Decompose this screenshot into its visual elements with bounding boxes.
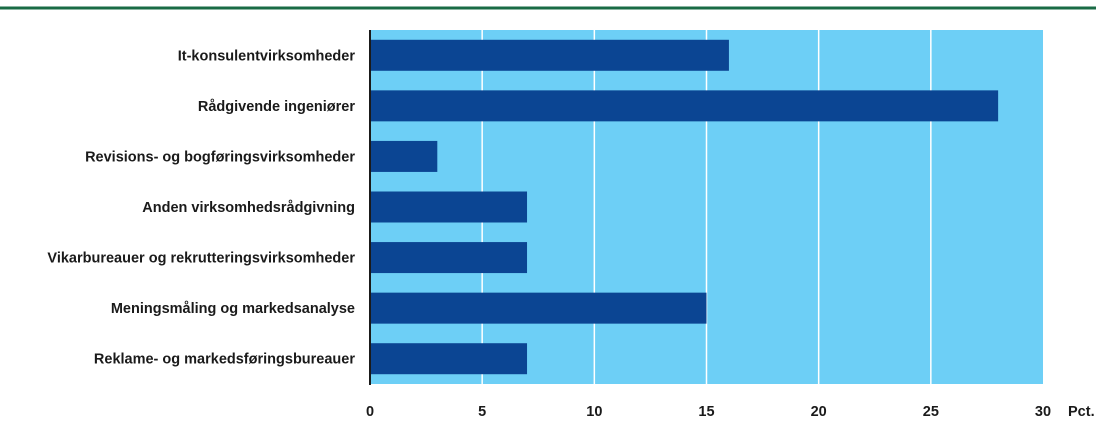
bar [370,191,528,223]
category-label: It-konsulentvirksomheder [178,48,356,64]
category-label: Anden virksomhedsrådgivning [142,200,355,216]
x-tick-label: 5 [478,404,486,420]
bar [370,140,438,172]
x-tick-label: 30 [1035,404,1051,420]
category-label: Reklame- og markedsføringsbureauer [94,352,355,368]
category-label: Revisions- og bogføringsvirksomheder [85,149,355,165]
x-tick-labels: 0 5 10 15 20 25 30 [366,404,1051,420]
category-label: Meningsmåling og markedsanalyse [111,301,355,317]
category-label: Vikarbureauer og rekrutteringsvirksomhed… [47,251,355,267]
x-tick-label: 15 [698,404,714,420]
category-labels: It-konsulentvirksomheder Rådgivende ingen… [47,48,355,367]
x-unit-label: Pct. [1068,404,1095,420]
bar [370,90,999,122]
x-tick-label: 20 [811,404,827,420]
bar [370,343,528,375]
bar [370,39,729,71]
bar [370,242,528,274]
x-tick-label: 10 [586,404,602,420]
x-tick-label: 0 [366,404,374,420]
x-tick-label: 25 [923,404,939,420]
category-label: Rådgivende ingeniører [198,99,355,115]
bars [370,39,999,375]
bar [370,292,707,324]
